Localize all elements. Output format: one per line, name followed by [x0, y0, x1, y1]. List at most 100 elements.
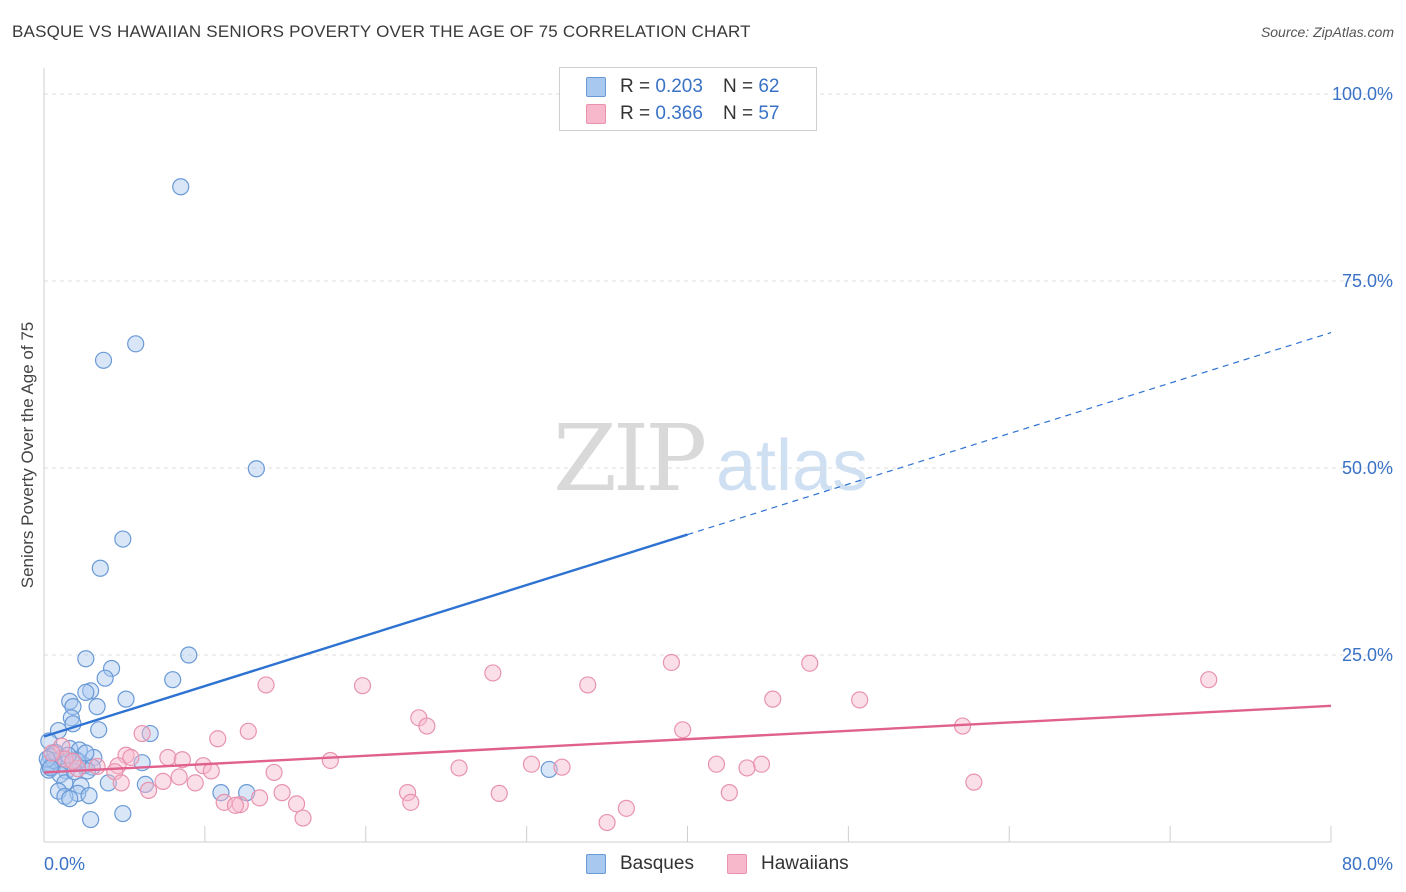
hawaiians-point-56 [43, 744, 61, 762]
hawaiians-point-54 [598, 813, 616, 832]
hawaiians-point-19 [173, 751, 191, 769]
hawaiians-point-39 [112, 774, 130, 792]
basques-point-12 [77, 683, 95, 702]
basques-point-49 [212, 784, 230, 802]
hawaiians-point-30 [202, 762, 220, 780]
hawaiians-point-51 [226, 796, 245, 814]
basques-trend-line [43, 533, 688, 738]
hawaiians-point-20 [321, 751, 339, 770]
basques-point-0 [172, 178, 190, 196]
hawaiians-point-52 [617, 799, 635, 817]
hawaiians-trend-line [43, 704, 1332, 774]
basques-point-10 [96, 669, 114, 687]
basques-point-14 [61, 692, 79, 710]
hawaiians-point-28 [553, 758, 571, 776]
stats-legend: R = 0.203 N = 62 R = 0.366 N = 57 [559, 67, 817, 131]
basques-trend-extension [687, 332, 1332, 536]
y-tick-label-3: 100.0% [1332, 84, 1393, 104]
hawaiians-point-12 [674, 721, 692, 739]
basques-point-54 [114, 804, 132, 823]
y-tick-label-1: 50.0% [1342, 458, 1393, 478]
hawaiians-point-8 [851, 691, 869, 709]
basques-point-55 [82, 810, 100, 829]
hawaiians-point-4 [257, 676, 275, 694]
hawaiians-point-32 [53, 737, 71, 755]
hawaiians-swatch [586, 104, 606, 124]
legend-basques[interactable]: Basques [586, 851, 694, 877]
watermark-atlas: atlas [716, 426, 869, 506]
hawaiians-point-55 [64, 752, 82, 770]
y-tick-label-2: 75.0% [1342, 271, 1393, 291]
basques-point-16 [88, 698, 106, 716]
basques-point-13 [117, 690, 135, 708]
hawaiians-point-38 [186, 774, 204, 792]
hawaiians-r-label: R = [620, 103, 651, 124]
source-label: Source: ZipAtlas.com [1260, 24, 1394, 40]
legend-hawaiians[interactable]: Hawaiians [727, 851, 849, 877]
chart-title: BASQUE VS HAWAIIAN SENIORS POVERTY OVER … [12, 22, 751, 41]
hawaiians-point-1 [801, 654, 819, 672]
basques-point-3 [247, 460, 265, 478]
basques-swatch [586, 77, 606, 97]
x-tick-label-1: 80.0% [1342, 854, 1393, 874]
legend-hawaiians-swatch [727, 854, 747, 874]
basques-n-value: 62 [758, 76, 780, 97]
hawaiians-n-value: 57 [758, 103, 780, 124]
hawaiians-point-24 [752, 755, 771, 773]
stats-legend-basques: R = 0.203 N = 62 [586, 75, 779, 99]
x-tick-label-0: 0.0% [44, 854, 85, 874]
hawaiians-point-41 [139, 781, 158, 799]
hawaiians-n-label: N = [722, 103, 754, 124]
basques-point-2 [94, 351, 113, 369]
hawaiians-point-5 [353, 677, 372, 695]
hawaiians-point-18 [159, 748, 177, 767]
hawaiians-point-6 [579, 676, 597, 694]
hawaiians-point-47 [402, 793, 420, 811]
hawaiians-point-45 [720, 784, 738, 802]
basques-point-61 [77, 744, 95, 762]
hawaiians-point-50 [231, 795, 249, 814]
hawaiians-point-3 [484, 664, 502, 682]
hawaiians-r-value: 0.366 [655, 103, 703, 124]
basques-point-9 [164, 671, 182, 689]
hawaiians-point-14 [133, 724, 151, 743]
hawaiians-point-13 [239, 722, 257, 740]
hawaiians-point-27 [738, 759, 756, 777]
hawaiians-point-46 [250, 789, 269, 807]
basques-point-53 [80, 787, 98, 805]
hawaiians-point-35 [170, 768, 188, 786]
hawaiians-point-0 [1200, 671, 1218, 689]
legend-basques-swatch [586, 854, 606, 874]
hawaiians-point-42 [273, 784, 291, 802]
basques-point-1 [127, 335, 145, 353]
hawaiians-point-7 [764, 690, 782, 708]
hawaiians-point-2 [662, 653, 681, 672]
basques-n-label: N = [722, 76, 754, 97]
hawaiians-point-29 [450, 759, 468, 777]
basques-point-7 [77, 650, 95, 668]
hawaiians-point-31 [265, 763, 283, 782]
basques-point-6 [180, 646, 198, 664]
legend-hawaiians-label: Hawaiians [761, 853, 849, 874]
basques-point-8 [102, 659, 121, 678]
hawaiians-point-53 [294, 809, 312, 827]
basques-point-5 [91, 559, 109, 577]
hawaiians-point-21 [522, 755, 541, 773]
hawaiians-point-48 [287, 795, 306, 813]
hawaiians-point-43 [398, 784, 417, 802]
hawaiians-point-37 [154, 772, 172, 791]
legend-basques-label: Basques [620, 853, 694, 874]
hawaiians-point-15 [209, 730, 227, 748]
hawaiians-point-40 [965, 773, 983, 791]
hawaiians-point-23 [88, 757, 106, 776]
basques-r-label: R = [620, 76, 651, 97]
hawaiians-point-44 [490, 784, 508, 802]
basques-point-19 [90, 721, 108, 739]
basques-point-4 [114, 530, 132, 548]
hawaiians-point-17 [122, 748, 140, 767]
watermark-zip: ZIP [553, 405, 707, 512]
basques-point-17 [62, 709, 80, 727]
basques-point-42 [540, 760, 558, 779]
basques-point-52 [61, 790, 79, 808]
